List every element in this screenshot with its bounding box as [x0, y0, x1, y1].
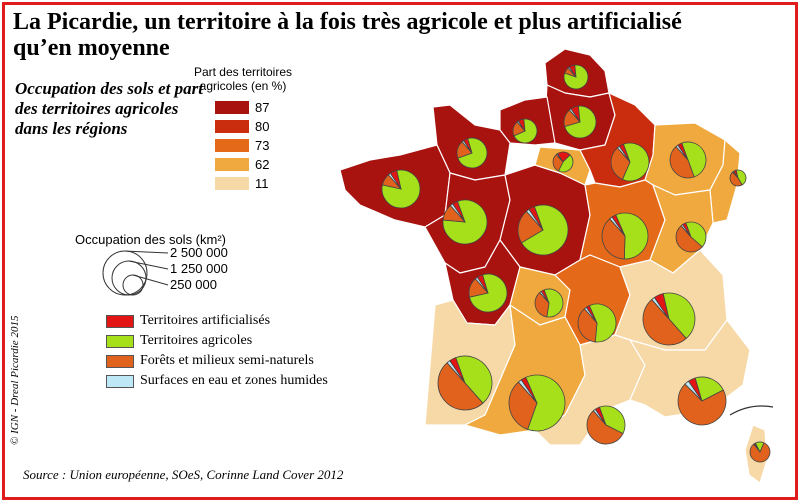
copyright-credit: © IGN - Dreal Picardie 2015: [9, 315, 21, 445]
legend-swatch: [215, 177, 249, 191]
pie-slice: [753, 443, 761, 453]
corse-inset-arc: [729, 405, 774, 416]
category-legend-row: Surfaces en eau et zones humides: [106, 373, 328, 391]
category-label: Surfaces en eau et zones humides: [140, 373, 328, 388]
agri-legend-label: 62: [255, 157, 270, 173]
agri-legend-label: 87: [255, 100, 270, 116]
map-subtitle: Occupation des sols et part des territoi…: [15, 79, 203, 138]
legend-swatch: [215, 101, 249, 115]
pie-slice: [567, 66, 577, 78]
pie-slice: [729, 171, 743, 187]
pie-slice: [525, 374, 566, 432]
pie-slice: [534, 291, 550, 318]
pie-slice: [616, 145, 631, 163]
pie-slice: [732, 170, 739, 179]
pie-slice: [662, 292, 696, 340]
agri-legend-row: 62: [215, 156, 269, 173]
pie-slice: [586, 410, 624, 445]
pie-slice: [517, 210, 544, 244]
pie-slice: [525, 208, 544, 231]
pie-slice: [539, 290, 550, 304]
pie-slice: [437, 362, 484, 411]
pie-slice: [568, 108, 581, 123]
pie-slice: [651, 296, 670, 320]
pie-slice: [474, 276, 489, 294]
pie-slice: [749, 442, 771, 463]
source-note: Source : Union européenne, SOeS, Corinne…: [23, 467, 344, 482]
legend-swatch: [106, 314, 134, 328]
agri-legend-label: 80: [255, 119, 270, 135]
pie-slice: [669, 145, 695, 179]
pie-slice: [557, 154, 574, 173]
pie-slice: [610, 147, 631, 180]
category-legend-row: Territoires artificialisés: [106, 313, 270, 331]
size-legend-value: 2 500 000: [170, 245, 228, 260]
pie-slice: [583, 306, 598, 324]
pie-slice: [694, 376, 724, 402]
pie-slice: [675, 225, 703, 253]
pie-slice: [520, 204, 569, 256]
pie-slice: [588, 303, 617, 343]
legend-swatch: [215, 139, 249, 153]
agri-legend-row: 73: [215, 137, 269, 154]
agri-legend-row: 87: [215, 99, 269, 116]
pie-slice: [387, 172, 402, 190]
pie-slice: [681, 141, 707, 178]
region-alsace: [709, 139, 741, 224]
map-title: La Picardie, un territoire à la fois trè…: [13, 9, 682, 61]
category-legend-row: Territoires agricoles: [106, 333, 252, 351]
pie-slice: [677, 383, 727, 426]
pie-slice: [555, 153, 564, 163]
pie-slice: [735, 169, 747, 186]
legend-swatch: [106, 334, 134, 348]
pie-slice: [516, 120, 526, 132]
pie-slice: [684, 380, 703, 402]
pie-slice: [577, 308, 598, 343]
size-legend-value: 1 250 000: [170, 261, 228, 276]
pie-slice: [642, 298, 687, 346]
pie-slice: [381, 169, 421, 209]
pie-slice: [517, 379, 538, 404]
pie-slice: [461, 140, 473, 154]
category-label: Territoires agricoles: [140, 333, 253, 348]
agri-legend-row: 11: [215, 175, 269, 192]
pie-slice: [598, 405, 626, 435]
size-legend-value: 250 000: [170, 277, 217, 292]
pie-slice: [601, 218, 626, 260]
pie-slice: [508, 381, 538, 430]
pie-slice: [543, 288, 564, 318]
pie-slice: [680, 224, 692, 238]
category-label: Forêts et milieux semi-naturels: [140, 353, 314, 368]
agri-legend-title: Part des territoires agricoles (en %): [193, 65, 293, 93]
france-map: [102, 48, 774, 484]
legend-swatch: [106, 354, 134, 368]
legend-swatch: [106, 374, 134, 388]
category-legend-row: Forêts et milieux semi-naturels: [106, 353, 314, 371]
pie-slice: [592, 408, 607, 426]
size-legend-title: Occupation des sols (km²): [75, 232, 226, 247]
size-legend-circles: [102, 250, 169, 296]
legend-swatch: [215, 158, 249, 172]
category-label: Territoires artificialisés: [140, 313, 271, 328]
agri-legend-row: 80: [215, 118, 269, 135]
pie-slice: [455, 355, 493, 404]
pie-slice: [609, 216, 626, 237]
pie-slice: [621, 142, 650, 182]
pie-slice: [449, 203, 466, 223]
agri-legend-label: 73: [255, 138, 270, 154]
pie-slice: [685, 221, 707, 248]
legend-swatch: [215, 120, 249, 134]
pie-slice: [615, 212, 649, 260]
pie-slice: [446, 360, 466, 384]
pie-slice: [675, 144, 689, 161]
agri-legend-label: 11: [255, 176, 269, 192]
